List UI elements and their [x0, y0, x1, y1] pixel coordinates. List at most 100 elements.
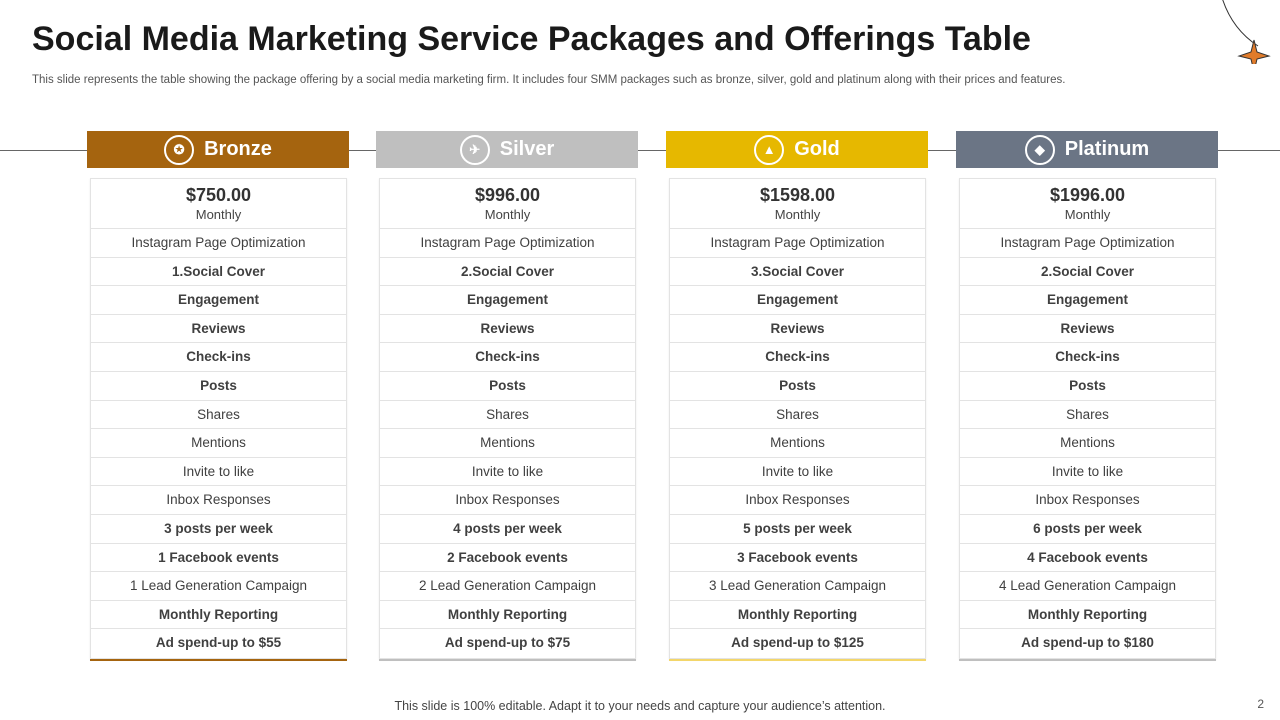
feature-item: Monthly Reporting: [960, 601, 1215, 630]
feature-item: Check-ins: [670, 343, 925, 372]
award-icon: ✪: [164, 134, 195, 165]
feature-item: Mentions: [960, 429, 1215, 458]
feature-item: Monthly Reporting: [91, 601, 346, 630]
package-column-platinum: ◆ Platinum $1996.00 Monthly Instagram Pa…: [956, 131, 1218, 661]
feature-item: Reviews: [91, 315, 346, 344]
package-column-gold: ▲ Gold $1598.00 Monthly Instagram Page O…: [666, 131, 928, 661]
package-name: Bronze: [204, 138, 272, 160]
package-header-bronze: ✪ Bronze: [87, 131, 349, 168]
feature-item: 4 Lead Generation Campaign: [960, 572, 1215, 601]
feature-item: Inbox Responses: [670, 486, 925, 515]
feature-item: Shares: [960, 401, 1215, 430]
column-bottom-accent: [379, 658, 636, 661]
feature-item: Instagram Page Optimization: [960, 229, 1215, 258]
price-cell: $750.00 Monthly: [91, 179, 346, 229]
feature-item: 1 Facebook events: [91, 544, 346, 573]
package-name: Silver: [499, 138, 555, 160]
package-price: $750.00: [185, 185, 252, 205]
package-body: $750.00 Monthly Instagram Page Optimizat…: [90, 178, 347, 659]
feature-item: 2 Facebook events: [380, 544, 635, 573]
feature-item: Invite to like: [91, 458, 346, 487]
package-header-platinum: ◆ Platinum: [956, 131, 1218, 168]
feature-item: 1 Lead Generation Campaign: [91, 572, 346, 601]
feature-item: Shares: [670, 401, 925, 430]
package-period: Monthly: [195, 207, 242, 222]
feature-item: Check-ins: [380, 343, 635, 372]
feature-item: Instagram Page Optimization: [670, 229, 925, 258]
feature-item: Engagement: [670, 286, 925, 315]
feature-item: 3 posts per week: [91, 515, 346, 544]
feature-item: Ad spend-up to $180: [1021, 635, 1154, 651]
feature-item: Engagement: [380, 286, 635, 315]
package-name: Platinum: [1064, 138, 1150, 160]
feature-item: 3.Social Cover: [670, 258, 925, 287]
feature-item: Invite to like: [960, 458, 1215, 487]
feature-item: Instagram Page Optimization: [91, 229, 346, 258]
feature-item: Invite to like: [670, 458, 925, 487]
package-column-silver: ✈ Silver $996.00 Monthly Instagram Page …: [376, 131, 638, 661]
package-header-silver: ✈ Silver: [376, 131, 638, 168]
package-header-gold: ▲ Gold: [666, 131, 928, 168]
page-number: 2: [1257, 697, 1264, 711]
feature-item: Ad spend-up to $55: [155, 635, 282, 651]
feature-item: Shares: [91, 401, 346, 430]
feature-item: Posts: [670, 372, 925, 401]
divider-line: [0, 150, 1280, 151]
page-subtitle: This slide represents the table showing …: [32, 74, 1066, 86]
package-period: Monthly: [774, 207, 821, 222]
feature-item: 2.Social Cover: [380, 258, 635, 287]
plane-icon: ✈: [459, 134, 490, 165]
package-name: Gold: [794, 138, 840, 160]
feature-item: 4 posts per week: [380, 515, 635, 544]
feature-item: Reviews: [380, 315, 635, 344]
package-price: $996.00: [474, 185, 541, 205]
feature-item: Mentions: [670, 429, 925, 458]
feature-item: Engagement: [91, 286, 346, 315]
package-body: $996.00 Monthly Instagram Page Optimizat…: [379, 178, 636, 659]
package-body: $1598.00 Monthly Instagram Page Optimiza…: [669, 178, 926, 659]
column-bottom-accent: [959, 658, 1216, 661]
feature-item: Mentions: [91, 429, 346, 458]
package-period: Monthly: [1064, 207, 1111, 222]
feature-item: Monthly Reporting: [380, 601, 635, 630]
feature-item: 4 Facebook events: [960, 544, 1215, 573]
feature-item: Monthly Reporting: [670, 601, 925, 630]
package-period: Monthly: [484, 207, 531, 222]
feature-item: 3 Facebook events: [670, 544, 925, 573]
feature-item: Posts: [960, 372, 1215, 401]
feature-item: Invite to like: [380, 458, 635, 487]
feature-item: 5 posts per week: [670, 515, 925, 544]
feature-item: Ad spend-up to $125: [731, 635, 864, 651]
feature-item: 3 Lead Generation Campaign: [670, 572, 925, 601]
feature-item: 6 posts per week: [960, 515, 1215, 544]
feature-item: Engagement: [960, 286, 1215, 315]
feature-item: Mentions: [380, 429, 635, 458]
package-price: $1996.00: [1049, 185, 1126, 205]
decorative-star-icon: [1222, 0, 1271, 64]
price-cell: $996.00 Monthly: [380, 179, 635, 229]
feature-item: Reviews: [670, 315, 925, 344]
feature-item: Check-ins: [960, 343, 1215, 372]
feature-item: Check-ins: [91, 343, 346, 372]
price-cell: $1996.00 Monthly: [960, 179, 1215, 229]
feature-item: Posts: [380, 372, 635, 401]
feature-item: Ad spend-up to $75: [444, 635, 571, 651]
column-bottom-accent: [669, 658, 926, 661]
feature-item: Inbox Responses: [380, 486, 635, 515]
package-column-bronze: ✪ Bronze $750.00 Monthly Instagram Page …: [87, 131, 349, 661]
package-price: $1598.00: [759, 185, 836, 205]
feature-item: Shares: [380, 401, 635, 430]
feature-item: 2 Lead Generation Campaign: [380, 572, 635, 601]
page-title: Social Media Marketing Service Packages …: [32, 20, 1031, 58]
feature-item: 1.Social Cover: [91, 258, 346, 287]
feature-item: Inbox Responses: [91, 486, 346, 515]
feature-item: 2.Social Cover: [960, 258, 1215, 287]
footer-note: This slide is 100% editable. Adapt it to…: [394, 699, 886, 713]
price-cell: $1598.00 Monthly: [670, 179, 925, 229]
feature-item: Instagram Page Optimization: [380, 229, 635, 258]
diamond-icon: ◆: [1024, 134, 1055, 165]
feature-item: Reviews: [960, 315, 1215, 344]
gold-bars-icon: ▲: [754, 134, 785, 165]
feature-item: Inbox Responses: [960, 486, 1215, 515]
